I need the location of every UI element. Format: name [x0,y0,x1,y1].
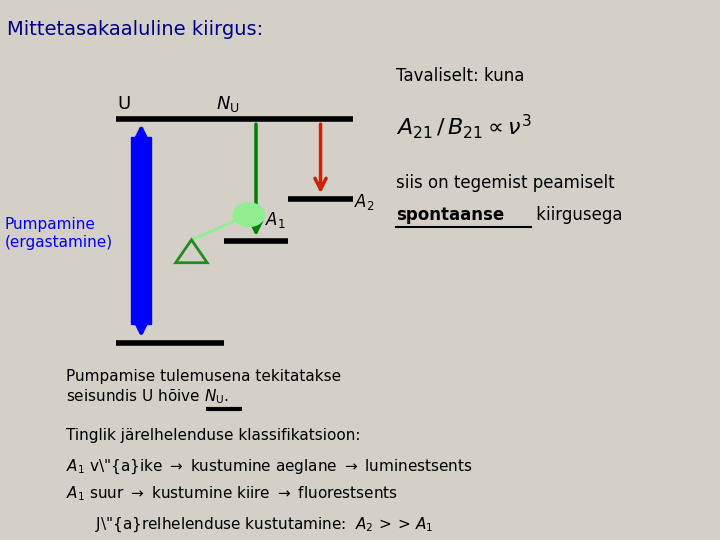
Text: $N_\mathrm{U}$: $N_\mathrm{U}$ [215,94,239,114]
Polygon shape [176,240,207,263]
Text: Mittetasakaaluline kiirgus:: Mittetasakaaluline kiirgus: [7,20,264,39]
Text: Tinglik järelhelenduse klassifikatsioon:: Tinglik järelhelenduse klassifikatsioon: [66,428,361,443]
Text: $A_2$: $A_2$ [354,192,375,212]
Text: kiirgusega: kiirgusega [531,206,622,224]
Text: U: U [117,95,131,113]
Text: $A_{21}\,/\,B_{21} \propto \nu^3$: $A_{21}\,/\,B_{21} \propto \nu^3$ [396,112,531,141]
Text: J\"{a}relhelenduse kustutamine:  $A_2\,>>\,A_1$: J\"{a}relhelenduse kustutamine: $A_2\,>>… [94,516,433,535]
Text: $A_1$ suur $\rightarrow$ kustumine kiire $\rightarrow$ fluorestsents: $A_1$ suur $\rightarrow$ kustumine kiire… [66,484,398,503]
Text: $A_1$ v\"{a}ike $\rightarrow$ kustumine aeglane $\rightarrow$ luminestsents: $A_1$ v\"{a}ike $\rightarrow$ kustumine … [66,457,473,476]
Circle shape [233,203,265,226]
Text: Pumpamise tulemusena tekitatakse
seisundis U hõive $N_\mathrm{U}$.: Pumpamise tulemusena tekitatakse seisund… [66,369,341,406]
Text: Pumpamine
(ergastamine): Pumpamine (ergastamine) [5,217,113,249]
Text: spontaanse: spontaanse [396,206,504,224]
Text: $A_1$: $A_1$ [266,211,286,231]
Text: siis on tegemist peamiselt: siis on tegemist peamiselt [396,174,614,192]
Text: Tavaliselt: kuna: Tavaliselt: kuna [396,68,524,85]
Bar [131,137,151,324]
